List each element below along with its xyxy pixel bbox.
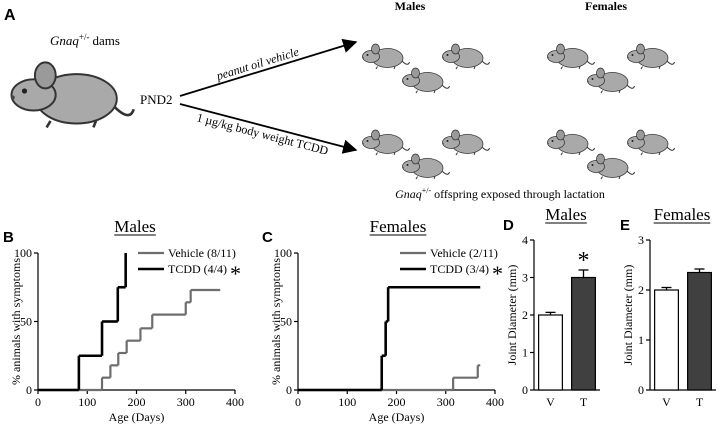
panel-a: A Gnaq+/- dams PND2 peanut oil vehicle 1 … <box>4 0 675 201</box>
y-axis-label: % animals with symptoms <box>269 258 283 385</box>
y-axis-label: Joint Diameter (mm) <box>505 265 519 366</box>
bar <box>571 276 596 391</box>
x-tick-label: 100 <box>338 395 356 409</box>
dams-label: Gnaq+/- dams <box>50 32 120 48</box>
tcdd-label: 1 µg/kg body weight TCDD <box>195 110 330 158</box>
significance-star: * <box>492 261 503 286</box>
y-tick-label: 1 <box>638 333 644 347</box>
x-tick-label: 0 <box>35 395 41 409</box>
y-tick-label: 3 <box>638 233 644 247</box>
panel-letter: A <box>4 7 16 24</box>
legend-label: TCDD (4/4) <box>168 262 227 276</box>
gene: Gnaq <box>50 33 79 48</box>
x-axis-label: Age (Days) <box>109 410 165 424</box>
y-tick-label: 0 <box>522 383 528 397</box>
y-tick-label: 100 <box>14 246 32 260</box>
y-tick-label: 0 <box>26 383 32 397</box>
chart-title: Females <box>370 217 427 236</box>
y-tick-label: 50 <box>280 315 292 329</box>
offspring-label: Gnaq+/- offspring exposed through lactati… <box>395 186 605 201</box>
chart-title: Males <box>114 217 156 236</box>
arrow <box>179 38 358 97</box>
offspring-text: offspring exposed through lactation <box>434 187 605 201</box>
chart-title: Males <box>545 205 587 224</box>
x-tick-label: 400 <box>226 395 244 409</box>
x-tick-label: 200 <box>128 395 146 409</box>
y-tick-label: 2 <box>522 308 528 322</box>
arrow <box>179 103 358 154</box>
x-tick-label: V <box>662 395 671 409</box>
bar <box>687 271 712 391</box>
x-axis-label: Age (Days) <box>369 410 425 424</box>
y-axis-label: Joint Diameter (mm) <box>621 265 635 366</box>
y-tick-label: 0 <box>638 383 644 397</box>
y-tick-label: 0 <box>286 383 292 397</box>
x-tick-label: 300 <box>177 395 195 409</box>
legend-label: Vehicle (8/11) <box>168 246 236 260</box>
x-tick-label: 0 <box>295 395 301 409</box>
females-label: Females <box>585 0 627 13</box>
dams-text: dams <box>92 33 119 48</box>
y-axis-label: % animals with symptoms <box>9 258 23 385</box>
genotype: +/- <box>422 186 432 195</box>
y-tick-label: 1 <box>522 346 528 360</box>
genotype: +/- <box>79 32 90 42</box>
significance-star: * <box>578 248 590 274</box>
y-tick-label: 4 <box>522 233 528 247</box>
male-mice <box>361 43 490 180</box>
significance-star: * <box>230 261 241 286</box>
y-tick-label: 100 <box>274 246 292 260</box>
legend-label: Vehicle (2/11) <box>430 246 498 260</box>
legend-label: TCDD (3/4) <box>430 262 489 276</box>
panel-letter: E <box>620 217 630 234</box>
y-tick-label: 3 <box>522 271 528 285</box>
x-tick-label: 400 <box>486 395 504 409</box>
panel-letter: C <box>262 229 273 246</box>
bar <box>654 289 679 391</box>
panel-letter: B <box>3 229 14 246</box>
x-tick-label: T <box>696 395 704 409</box>
y-tick-label: 2 <box>638 283 644 297</box>
x-tick-label: T <box>580 395 588 409</box>
x-tick-label: 300 <box>437 395 455 409</box>
x-tick-label: 200 <box>388 395 406 409</box>
chart-title: Females <box>654 205 711 224</box>
y-tick-label: 50 <box>20 315 32 329</box>
gene: Gnaq <box>395 187 422 201</box>
bar <box>538 314 563 391</box>
female-mice <box>546 43 675 180</box>
pnd-label: PND2 <box>140 92 173 107</box>
males-label: Males <box>395 0 426 13</box>
panel-letter: D <box>503 217 514 234</box>
dam-mouse <box>9 61 135 129</box>
x-tick-label: 100 <box>78 395 96 409</box>
x-tick-label: V <box>546 395 555 409</box>
